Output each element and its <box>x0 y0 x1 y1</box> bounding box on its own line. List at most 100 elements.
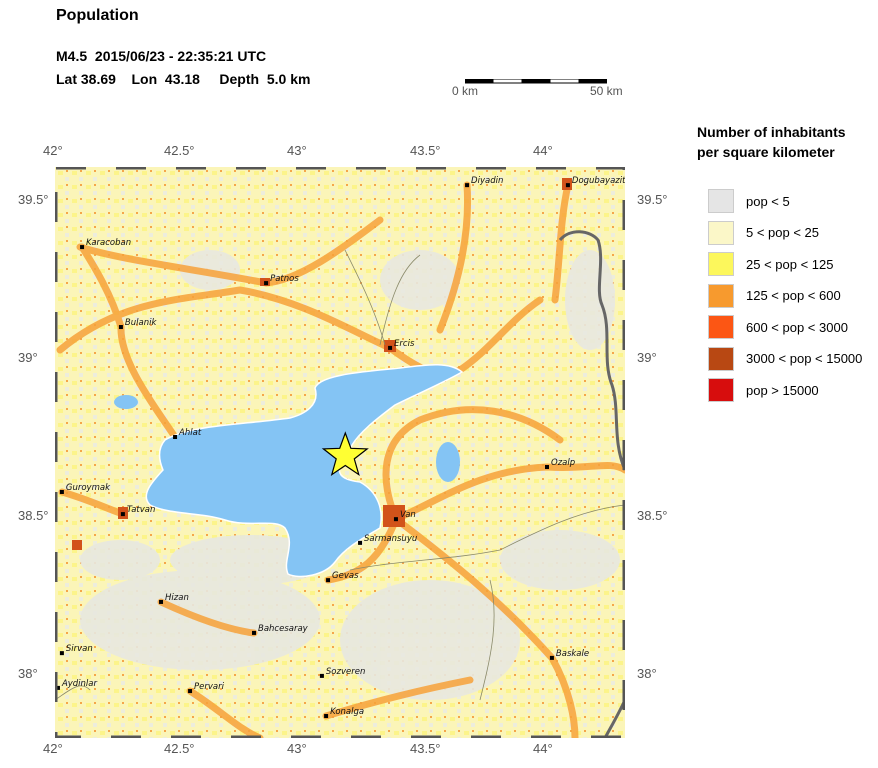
city-aydinlar: Aydinlar <box>55 679 98 690</box>
lake-van <box>145 363 464 578</box>
legend-title-line1: Number of inhabitants <box>697 124 846 140</box>
city-label: Ahlat <box>178 428 202 438</box>
scale-bar <box>464 72 608 84</box>
city-marker-icon <box>326 578 331 583</box>
lon-tick-top: 42° <box>43 143 63 158</box>
city-sarmansuyu: Sarmansuyu <box>358 534 417 545</box>
city-konalga: Konalga <box>324 707 364 719</box>
lat-tick-left: 38.5° <box>18 508 49 523</box>
lat-tick-left: 39° <box>18 350 38 365</box>
map-title: Population <box>56 7 139 24</box>
city-baskale: Baskale <box>549 649 589 660</box>
legend-swatch <box>708 283 734 308</box>
lat-tick-right: 38° <box>637 666 657 681</box>
lon-tick-bottom: 42.5° <box>164 741 195 756</box>
legend-swatch <box>708 346 734 371</box>
city-label: Sirvan <box>66 644 93 654</box>
city-guroymak: Guroymak <box>59 483 111 494</box>
city-label: Bahcesaray <box>258 624 309 634</box>
city-label: Guroymak <box>66 483 111 493</box>
city-label: Tatvan <box>127 505 155 515</box>
legend-swatch <box>708 315 734 339</box>
legend-title-line2: per square kilometer <box>697 144 835 160</box>
city-label: Konalga <box>330 707 364 717</box>
city-hizan: Hizan <box>159 593 189 604</box>
legend-label: 600 < pop < 3000 <box>746 319 848 335</box>
city-label: Dogubayazit <box>572 176 625 186</box>
city-marker-icon <box>319 673 324 678</box>
city-label: Sozveren <box>326 667 365 677</box>
legend-swatch <box>708 252 734 276</box>
city-karacoban: Karacoban <box>80 238 131 250</box>
city-marker-icon <box>565 183 570 188</box>
lon-tick-bottom: 44° <box>533 741 553 756</box>
city-marker-icon <box>545 465 549 470</box>
legend-label: pop < 5 <box>746 193 790 209</box>
small-lake <box>114 395 138 409</box>
city-tatvan: Tatvan <box>120 505 155 517</box>
legend-label: 25 < pop < 125 <box>746 256 834 272</box>
legend-item: 5 < pop < 25 <box>708 220 819 246</box>
lon-tick-bottom: 43° <box>287 741 307 756</box>
lon-tick-bottom: 42° <box>43 741 63 756</box>
rivers <box>55 249 625 701</box>
legend-item: 3000 < pop < 15000 <box>708 346 862 372</box>
city-marker-icon <box>264 281 269 286</box>
city-label: Hizan <box>165 593 189 603</box>
city-label: Pervari <box>194 682 225 692</box>
legend-item: 25 < pop < 125 <box>708 251 833 277</box>
legend-label: 5 < pop < 25 <box>746 225 820 240</box>
legend-label: 125 < pop < 600 <box>746 288 841 303</box>
lake-ercek <box>436 442 460 482</box>
city-label: Aydinlar <box>61 679 98 689</box>
lat-tick-left: 39.5° <box>18 192 49 207</box>
city-markers: Diyadin Dogubayazit Karacoban Patnos Bulanik… <box>55 176 625 719</box>
city-marker-icon <box>80 245 85 250</box>
city-ozalp: Ozalp <box>545 458 575 470</box>
lon-tick-top: 43.5° <box>410 143 441 158</box>
city-van: Van <box>393 510 416 522</box>
city-label: Karacoban <box>86 238 131 248</box>
city-gevas: Gevas <box>326 571 359 583</box>
city-marker-icon <box>252 630 257 635</box>
city-bahcesaray: Bahcesaray <box>252 624 309 635</box>
lon-tick-top: 42.5° <box>164 143 195 158</box>
legend-item: pop < 5 <box>708 188 790 214</box>
international-border <box>558 230 625 471</box>
city-diyadin: Diyadin <box>465 176 503 188</box>
lon-tick-top: 44° <box>533 143 553 158</box>
epicenter-star-icon <box>321 431 369 477</box>
legend-swatch <box>708 220 734 245</box>
city-marker-icon <box>59 489 64 494</box>
city-ahlat: Ahlat <box>173 428 202 439</box>
city-bulanik: Bulanik <box>118 318 158 330</box>
city-label: Van <box>400 510 416 520</box>
city-marker-icon <box>393 517 398 522</box>
city-marker-icon <box>324 714 329 719</box>
city-label: Baskale <box>556 649 589 659</box>
lon-tick-top: 43° <box>287 143 307 158</box>
lat-tick-left: 38° <box>18 666 38 681</box>
map-frame <box>55 167 625 738</box>
city-marker-icon <box>173 435 178 439</box>
lat-tick-right: 39° <box>637 350 657 365</box>
city-sozveren: Sozveren <box>319 667 365 678</box>
city-ercis: Ercis <box>388 339 415 350</box>
legend-swatch <box>708 189 734 213</box>
population-map: Diyadin Dogubayazit Karacoban Patnos Bulanik… <box>55 167 625 738</box>
legend-title: Number of inhabitants per square kilomet… <box>697 122 846 162</box>
city-label: Bulanik <box>125 318 158 328</box>
city-label: Ercis <box>394 339 415 349</box>
legend-swatch <box>708 378 734 402</box>
city-patnos: Patnos <box>264 274 299 286</box>
scale-end-label: 50 km <box>590 84 623 98</box>
legend-item: pop > 15000 <box>708 377 819 403</box>
legend-label: pop > 15000 <box>746 382 819 398</box>
city-marker-icon <box>188 689 193 694</box>
legend-item: 600 < pop < 3000 <box>708 314 848 340</box>
event-location: Lat 38.69 Lon 43.18 Depth 5.0 km <box>56 71 311 87</box>
city-label: Patnos <box>270 274 299 284</box>
legend-item: 125 < pop < 600 <box>708 283 841 309</box>
lon-tick-bottom: 43.5° <box>410 741 441 756</box>
city-marker-icon <box>159 599 164 604</box>
